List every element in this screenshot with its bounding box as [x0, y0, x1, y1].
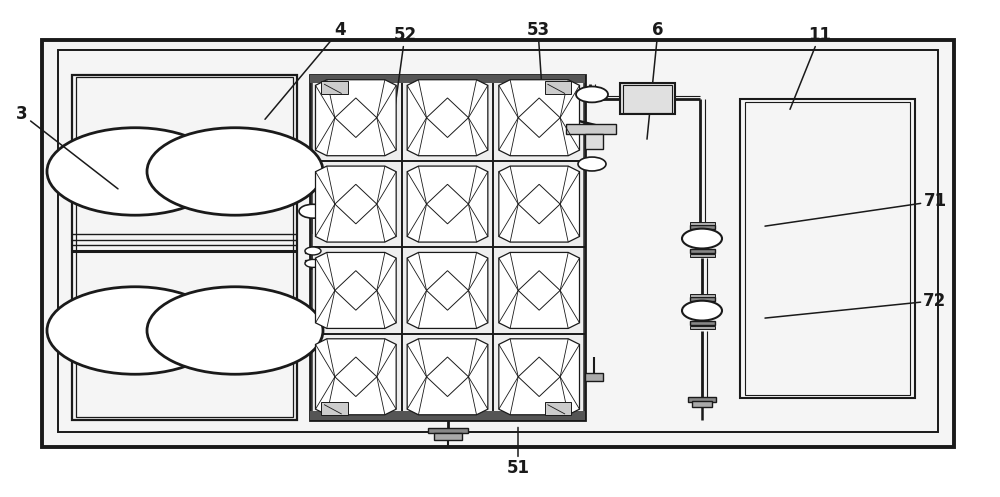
Bar — [321, 81, 348, 94]
Bar — [321, 402, 348, 415]
Bar — [310, 411, 585, 420]
Bar — [566, 124, 616, 134]
Bar — [585, 373, 603, 381]
Text: 6: 6 — [647, 21, 664, 139]
Bar — [428, 428, 468, 433]
Circle shape — [147, 287, 323, 374]
Polygon shape — [407, 252, 488, 329]
Bar — [690, 225, 715, 229]
Text: 51: 51 — [507, 427, 530, 477]
Bar — [305, 260, 321, 264]
Circle shape — [47, 287, 223, 374]
Bar — [690, 321, 715, 325]
Bar — [545, 402, 571, 415]
Bar — [312, 76, 583, 419]
Polygon shape — [316, 252, 396, 329]
Bar — [182, 331, 192, 350]
Bar — [434, 433, 462, 440]
Bar — [72, 75, 297, 420]
Bar — [623, 85, 672, 113]
Text: 71: 71 — [765, 192, 947, 226]
Text: 72: 72 — [765, 292, 947, 318]
Bar — [293, 331, 307, 350]
Polygon shape — [499, 80, 580, 156]
Bar — [692, 401, 712, 407]
Circle shape — [147, 128, 323, 215]
Bar — [690, 222, 715, 225]
Bar — [310, 75, 585, 420]
Bar — [740, 99, 915, 398]
Bar — [58, 50, 938, 432]
Bar — [620, 83, 675, 114]
Bar — [690, 249, 715, 253]
Circle shape — [305, 259, 321, 267]
Circle shape — [682, 229, 722, 248]
Polygon shape — [407, 166, 488, 242]
Bar — [62, 169, 76, 189]
Bar — [62, 331, 76, 350]
Bar — [182, 169, 192, 189]
Polygon shape — [316, 339, 396, 415]
Bar — [545, 81, 571, 94]
Polygon shape — [316, 166, 396, 242]
Bar — [690, 254, 715, 257]
Polygon shape — [499, 252, 580, 329]
Bar — [690, 297, 715, 301]
Text: 52: 52 — [393, 26, 417, 107]
Text: 53: 53 — [526, 21, 550, 104]
Circle shape — [305, 247, 321, 255]
Bar — [293, 169, 307, 189]
Bar — [305, 249, 321, 253]
Polygon shape — [499, 339, 580, 415]
Bar — [690, 326, 715, 329]
Bar — [688, 397, 716, 402]
Polygon shape — [407, 339, 488, 415]
Text: 4: 4 — [265, 21, 346, 119]
Circle shape — [682, 301, 722, 321]
Circle shape — [578, 157, 606, 171]
Bar — [585, 134, 603, 149]
Bar — [76, 77, 293, 417]
Polygon shape — [407, 80, 488, 156]
Bar — [690, 294, 715, 297]
Polygon shape — [499, 166, 580, 242]
Polygon shape — [316, 80, 396, 156]
Bar — [310, 75, 585, 83]
Text: 3: 3 — [16, 105, 118, 189]
Circle shape — [576, 86, 608, 102]
Bar — [42, 40, 954, 447]
Circle shape — [299, 204, 327, 218]
Circle shape — [47, 128, 223, 215]
Text: 11: 11 — [790, 26, 832, 109]
Bar — [745, 102, 910, 395]
